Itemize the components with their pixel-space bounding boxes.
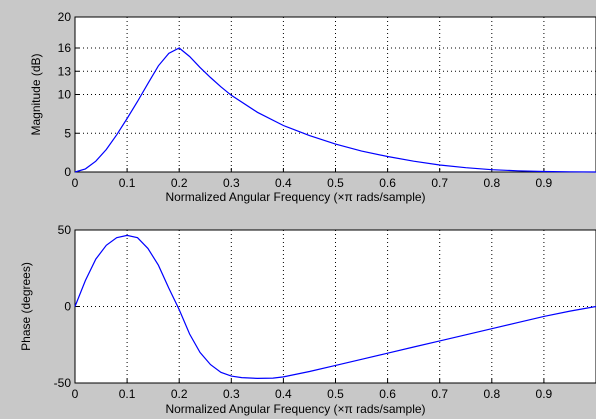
- phase-data-point: [137, 237, 138, 238]
- magnitude-xtick-0: 0: [72, 176, 79, 190]
- phase-ytick-50: 50: [58, 223, 72, 237]
- phase-xtick-0-6: 0.6: [379, 387, 396, 401]
- phase-panel: 0 0.1 0.2 0.3 0.4 0.5 0.6 0.7 0.8 0.9-50050Normal…: [19, 223, 596, 416]
- magnitude-data-point: [158, 65, 159, 66]
- phase-y-axis-label: Phase (degrees): [19, 262, 33, 351]
- magnitude-ytick-10: 10: [58, 88, 72, 102]
- phase-data-point: [85, 280, 86, 281]
- phase-data-point: [74, 306, 75, 307]
- magnitude-data-point: [189, 56, 190, 57]
- phase-data-point: [439, 340, 440, 341]
- magnitude-data-point: [85, 168, 86, 169]
- magnitude-xtick-0-2: 0.2: [171, 176, 188, 190]
- magnitude-data-point: [309, 135, 310, 136]
- magnitude-data-point: [74, 171, 75, 172]
- magnitude-data-point: [335, 144, 336, 145]
- magnitude-data-point: [220, 86, 221, 87]
- magnitude-data-point: [413, 161, 414, 162]
- magnitude-xtick-0-4: 0.4: [275, 176, 292, 190]
- phase-data-point: [283, 376, 284, 377]
- magnitude-xtick-0-7: 0.7: [431, 176, 448, 190]
- magnitude-data-point: [147, 83, 148, 84]
- phase-data-point: [231, 376, 232, 377]
- magnitude-xtick-0-3: 0.3: [223, 176, 240, 190]
- phase-data-point: [95, 258, 96, 259]
- phase-x-axis-label: Normalized Angular Frequency (×π rads/sa…: [165, 402, 425, 416]
- magnitude-ytick-20: 20: [58, 10, 72, 24]
- magnitude-data-point: [465, 167, 466, 168]
- phase-xtick-0-9: 0.9: [536, 387, 553, 401]
- phase-data-point: [127, 235, 128, 236]
- magnitude-data-point: [137, 101, 138, 102]
- phase-data-point: [517, 322, 518, 323]
- magnitude-ytick-13: 13: [58, 64, 72, 78]
- phase-data-point: [241, 377, 242, 378]
- magnitude-data-point: [439, 164, 440, 165]
- magnitude-xtick-0-8: 0.8: [483, 176, 500, 190]
- magnitude-data-point: [210, 77, 211, 78]
- phase-data-point: [272, 378, 273, 379]
- magnitude-data-point: [387, 156, 388, 157]
- magnitude-data-point: [257, 112, 258, 113]
- phase-data-point: [199, 352, 200, 353]
- phase-data-point: [491, 328, 492, 329]
- phase-xtick-0: 0: [72, 387, 79, 401]
- phase-data-point: [220, 372, 221, 373]
- magnitude-xtick-0-9: 0.9: [536, 176, 553, 190]
- magnitude-data-point: [127, 118, 128, 119]
- phase-data-point: [543, 316, 544, 317]
- magnitude-data-point: [231, 95, 232, 96]
- phase-xtick-0-5: 0.5: [327, 387, 344, 401]
- magnitude-data-point: [95, 161, 96, 162]
- phase-data-point: [189, 333, 190, 334]
- phase-data-point: [309, 371, 310, 372]
- magnitude-x-axis-label: Normalized Angular Frequency (×π rads/sa…: [165, 190, 425, 204]
- phase-xtick-0-4: 0.4: [275, 387, 292, 401]
- magnitude-data-point: [283, 125, 284, 126]
- phase-xtick-0-7: 0.7: [431, 387, 448, 401]
- phase-ytick-0: 0: [64, 300, 71, 314]
- phase-data-point: [147, 248, 148, 249]
- magnitude-response-line: [74, 47, 596, 173]
- magnitude-data-point: [106, 149, 107, 150]
- phase-data-point: [179, 309, 180, 310]
- magnitude-data-point: [517, 170, 518, 171]
- magnitude-xtick-0-6: 0.6: [379, 176, 396, 190]
- phase-data-point: [465, 334, 466, 335]
- phase-ytick-50: -50: [54, 376, 72, 390]
- phase-data-point: [387, 353, 388, 354]
- phase-data-point: [569, 310, 570, 311]
- phase-xtick-0-8: 0.8: [483, 387, 500, 401]
- magnitude-data-point: [543, 171, 544, 172]
- magnitude-data-point: [491, 169, 492, 170]
- phase-data-point: [168, 288, 169, 289]
- magnitude-data-point: [179, 47, 180, 48]
- magnitude-data-point: [361, 150, 362, 151]
- phase-data-point: [257, 378, 258, 379]
- phase-data-point: [361, 359, 362, 360]
- magnitude-ytick-16: 16: [58, 41, 72, 55]
- phase-xtick-0-1: 0.1: [119, 387, 136, 401]
- magnitude-ytick-5: 5: [64, 126, 71, 140]
- magnitude-data-point: [168, 53, 169, 54]
- magnitude-data-point: [116, 134, 117, 135]
- magnitude-xtick-0-5: 0.5: [327, 176, 344, 190]
- phase-xtick-0-3: 0.3: [223, 387, 240, 401]
- phase-data-point: [210, 364, 211, 365]
- phase-data-point: [116, 237, 117, 238]
- phase-data-point: [106, 245, 107, 246]
- phase-data-point: [158, 265, 159, 266]
- magnitude-xtick-0-1: 0.1: [119, 176, 136, 190]
- magnitude-data-point: [199, 67, 200, 68]
- magnitude-ytick-0: 0: [64, 165, 71, 179]
- phase-xtick-0-2: 0.2: [171, 387, 188, 401]
- magnitude-y-axis-label: Magnitude (dB): [29, 53, 43, 135]
- phase-data-point: [413, 346, 414, 347]
- magnitude-panel: 0 0.1 0.2 0.3 0.4 0.5 0.6 0.7 0.8 0.9 0 5 10 13 16 20 No…: [29, 10, 596, 204]
- magnitude-data-point: [569, 171, 570, 172]
- phase-response-line: [74, 234, 596, 380]
- phase-data-point: [335, 365, 336, 366]
